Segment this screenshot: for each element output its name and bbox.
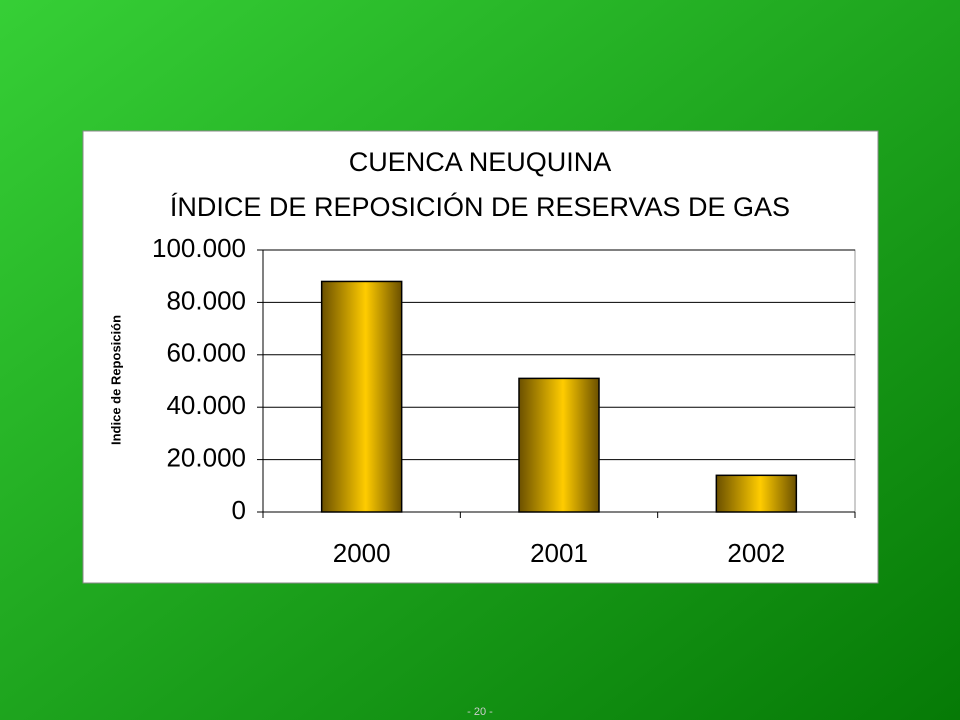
chart-subtitle: ÍNDICE DE REPOSICIÓN DE RESERVAS DE GAS xyxy=(170,191,790,222)
x-tick-label: 2002 xyxy=(727,538,785,568)
bar xyxy=(320,280,403,513)
y-tick-label: 60.000 xyxy=(166,338,246,368)
y-tick-label: 0 xyxy=(232,495,246,525)
x-tick-label: 2001 xyxy=(530,538,588,568)
bar xyxy=(715,474,798,513)
y-tick-label: 20.000 xyxy=(166,442,246,472)
y-tick-label: 80.000 xyxy=(166,285,246,315)
y-tick-label: 100.000 xyxy=(152,233,246,263)
y-axis-label: Indice de Reposición xyxy=(108,315,123,445)
x-tick-label: 2000 xyxy=(333,538,391,568)
bar xyxy=(518,377,600,513)
y-tick-label: 40.000 xyxy=(166,390,246,420)
chart-title: CUENCA NEUQUINA xyxy=(349,147,612,177)
footer: - 20 - xyxy=(467,706,493,718)
